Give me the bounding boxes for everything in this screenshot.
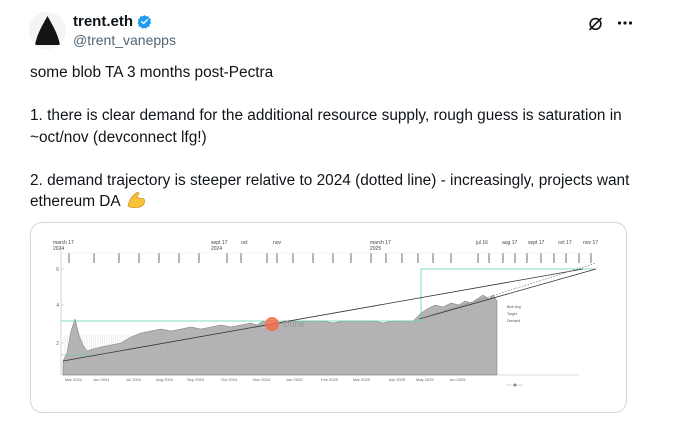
timeline-label: aug 17 [502, 240, 518, 246]
x-tick-label: Aug 2024 [156, 377, 174, 382]
x-tick-label: Sep 2024 [187, 377, 205, 382]
trend-line-2024 [62, 268, 584, 362]
tweet-line-3: 2. demand trajectory is steeper relative… [30, 170, 630, 216]
timeline-label: sept 17 [211, 240, 228, 246]
x-tick-label: Mar 2024 [65, 377, 83, 382]
tweet-body: some blob TA 3 months post-Pectra 1. the… [30, 62, 630, 216]
timeline-label: nov 17 [583, 240, 598, 246]
side-label: Demand [507, 319, 520, 323]
timeline-label: march 17 [370, 240, 391, 246]
trend-line-dotted [418, 262, 597, 320]
tweet-top-actions [585, 13, 635, 33]
dune-watermark: Dune [283, 319, 305, 329]
x-tick-label: Jun 2024 [93, 377, 110, 382]
author-name[interactable]: trent.eth [73, 13, 133, 30]
side-label: Blob Avg [507, 305, 521, 309]
timeline-label: oct [241, 240, 248, 246]
timeline-label: nov [273, 240, 282, 246]
timeline-label: jul 16 [475, 240, 488, 246]
range-handle [513, 383, 517, 387]
y-tick-label: 4 [56, 303, 59, 309]
verified-badge-icon [137, 14, 152, 29]
y-tick-label: 6 [56, 267, 59, 273]
more-dots-icon[interactable] [615, 13, 635, 33]
y-tick-label: 2 [56, 341, 59, 347]
timeline-label: march 17 [53, 240, 74, 246]
timeline-sublabel: 2025 [370, 246, 381, 252]
x-tick-label: Jul 2024 [126, 377, 142, 382]
tweet-line-1: some blob TA 3 months post-Pectra [30, 64, 274, 81]
author-handle[interactable]: @trent_vanepps [73, 32, 176, 48]
capacity-line [61, 268, 596, 322]
side-label: Target [507, 312, 517, 316]
trend-line-2025 [418, 268, 597, 320]
x-tick-label: Feb 2025 [321, 377, 339, 382]
slash-circle-icon[interactable] [585, 13, 605, 33]
timeline-sublabel: 2024 [53, 246, 64, 252]
timeline-label: sept 17 [528, 240, 545, 246]
timeline-sublabel: 2024 [211, 246, 222, 252]
x-tick-label: Apr 2025 [389, 377, 406, 382]
tweet-line-3-text: 2. demand trajectory is steeper relative… [30, 171, 630, 211]
x-tick-label: May 2025 [416, 377, 434, 382]
x-tick-label: Mar 2025 [353, 377, 371, 382]
x-tick-label: Jun 2025 [449, 377, 466, 382]
x-tick-label: Jan 2025 [286, 377, 303, 382]
avatar-black-triangle-icon [29, 12, 66, 49]
flexed-biceps-icon [126, 191, 146, 216]
avatar[interactable] [29, 12, 66, 49]
x-tick-label: Oct 2024 [221, 377, 238, 382]
tweet-line-2: 1. there is clear demand for the additio… [30, 107, 622, 146]
chart-image[interactable]: march 17 2024 sept 17 2024 oct nov march 17 202… [30, 222, 627, 413]
timeline-label: oct 17 [558, 240, 572, 246]
area-series [62, 294, 498, 376]
author-name-row: trent.eth [73, 13, 152, 30]
dune-logo [265, 317, 279, 331]
x-tick-label: Nov 2024 [253, 377, 271, 382]
